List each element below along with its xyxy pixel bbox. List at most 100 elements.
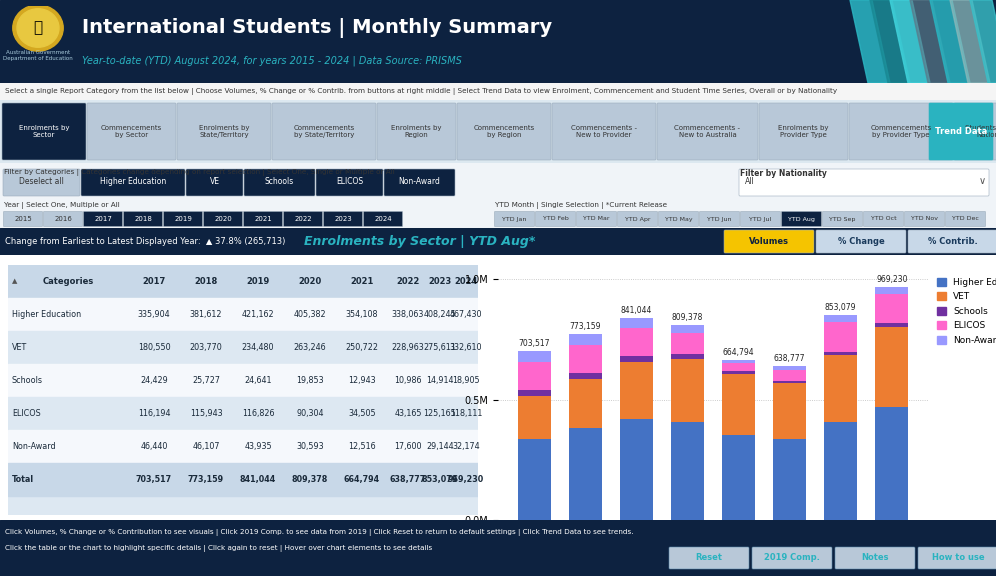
Text: YTD Oct: YTD Oct — [871, 217, 896, 222]
Text: 2024: 2024 — [454, 277, 478, 286]
Text: 2018: 2018 — [134, 216, 152, 222]
Text: 773,159: 773,159 — [188, 475, 224, 484]
Text: 30,593: 30,593 — [296, 442, 324, 451]
Text: 2016: 2016 — [54, 216, 72, 222]
Text: 2020: 2020 — [299, 277, 322, 286]
FancyBboxPatch shape — [929, 103, 993, 160]
Text: 12,516: 12,516 — [349, 442, 375, 451]
FancyBboxPatch shape — [740, 211, 781, 226]
Text: 2019: 2019 — [174, 216, 192, 222]
Text: Year | Select One, Multiple or All: Year | Select One, Multiple or All — [4, 202, 120, 209]
Bar — [518, 351, 551, 362]
Text: Notes: Notes — [862, 554, 888, 563]
Text: Filter by Categories | Categories change depending on report selection | Select : Filter by Categories | Categories change… — [4, 169, 394, 176]
Bar — [8, 265, 478, 298]
Text: 2021: 2021 — [254, 216, 272, 222]
FancyBboxPatch shape — [3, 169, 80, 196]
FancyBboxPatch shape — [4, 211, 43, 226]
Text: 116,194: 116,194 — [137, 409, 170, 418]
Text: 43,165: 43,165 — [394, 409, 421, 418]
FancyBboxPatch shape — [536, 211, 576, 226]
Bar — [569, 428, 602, 520]
Bar — [671, 332, 704, 354]
Text: Enrolments by Sector | YTD Aug*: Enrolments by Sector | YTD Aug* — [305, 235, 536, 248]
Text: YTD Nov: YTD Nov — [911, 217, 938, 222]
Text: VET: VET — [12, 343, 27, 352]
FancyBboxPatch shape — [494, 211, 535, 226]
Text: 263,246: 263,246 — [294, 343, 327, 352]
Bar — [722, 374, 755, 435]
Text: 2023: 2023 — [334, 216, 352, 222]
Text: 24,429: 24,429 — [140, 376, 168, 385]
FancyBboxPatch shape — [658, 211, 698, 226]
FancyBboxPatch shape — [954, 103, 996, 160]
Bar — [773, 366, 806, 370]
Bar — [875, 407, 908, 520]
Text: Non-Award: Non-Award — [398, 176, 440, 185]
Bar — [518, 390, 551, 396]
Text: 405,382: 405,382 — [294, 310, 327, 319]
Text: Commencements
by Provider Type: Commencements by Provider Type — [871, 125, 931, 138]
Text: 203,770: 203,770 — [189, 343, 222, 352]
Text: All: All — [745, 176, 755, 185]
FancyBboxPatch shape — [816, 230, 906, 253]
FancyBboxPatch shape — [864, 211, 903, 226]
Text: 703,517: 703,517 — [518, 339, 550, 348]
Text: 638,777: 638,777 — [389, 475, 426, 484]
FancyBboxPatch shape — [324, 211, 363, 226]
Text: 125,165: 125,165 — [423, 409, 456, 418]
FancyBboxPatch shape — [377, 103, 456, 160]
Polygon shape — [950, 0, 990, 83]
Text: YTD Aug: YTD Aug — [788, 217, 815, 222]
FancyBboxPatch shape — [457, 103, 551, 160]
FancyBboxPatch shape — [908, 230, 996, 253]
Text: YTD Feb: YTD Feb — [543, 217, 569, 222]
Text: 250,722: 250,722 — [346, 343, 378, 352]
Bar — [722, 363, 755, 372]
Text: 2017: 2017 — [142, 277, 165, 286]
FancyBboxPatch shape — [243, 211, 283, 226]
Text: 14,914: 14,914 — [426, 376, 454, 385]
Bar — [620, 356, 653, 362]
Bar — [722, 372, 755, 374]
Text: 46,107: 46,107 — [192, 442, 220, 451]
FancyBboxPatch shape — [657, 103, 758, 160]
Text: Commencements -
New to Australia: Commencements - New to Australia — [674, 125, 740, 138]
Bar — [620, 328, 653, 356]
Bar — [671, 359, 704, 422]
Text: Year-to-date (YTD) August 2024, for years 2015 - 2024 | Data Source: PRISMS: Year-to-date (YTD) August 2024, for year… — [82, 56, 462, 66]
Text: YTD Jun: YTD Jun — [707, 217, 732, 222]
FancyBboxPatch shape — [782, 211, 822, 226]
Bar — [8, 463, 478, 496]
Text: 2017: 2017 — [94, 216, 112, 222]
Text: 853,079: 853,079 — [825, 303, 857, 312]
Text: ▲: ▲ — [12, 279, 17, 285]
Text: Commencements
by State/Territory: Commencements by State/Territory — [294, 125, 355, 138]
Bar — [569, 334, 602, 345]
Bar — [671, 354, 704, 359]
Bar — [518, 439, 551, 520]
Text: Categories: Categories — [43, 277, 94, 286]
Bar — [875, 323, 908, 327]
Text: 332,610: 332,610 — [450, 343, 482, 352]
Text: YTD Jul: YTD Jul — [749, 217, 772, 222]
FancyBboxPatch shape — [918, 547, 996, 569]
Text: 24,641: 24,641 — [244, 376, 272, 385]
Bar — [824, 422, 858, 520]
Text: 19,853: 19,853 — [296, 376, 324, 385]
Text: % Change: % Change — [838, 237, 884, 246]
Text: Click the table or the chart to highlight specific details | Click again to rese: Click the table or the chart to highligh… — [5, 544, 432, 551]
Text: 32,174: 32,174 — [452, 442, 480, 451]
Text: 969,230: 969,230 — [876, 275, 907, 284]
Text: 2020: 2020 — [214, 216, 232, 222]
Circle shape — [17, 9, 59, 47]
Text: YTD Mar: YTD Mar — [584, 217, 610, 222]
Bar — [8, 430, 478, 463]
Text: 180,550: 180,550 — [137, 343, 170, 352]
Text: 773,159: 773,159 — [570, 322, 601, 331]
Text: ELICOS: ELICOS — [12, 409, 41, 418]
Polygon shape — [970, 0, 996, 83]
Text: Australian Government: Australian Government — [6, 50, 70, 55]
FancyBboxPatch shape — [177, 103, 271, 160]
Bar — [8, 298, 478, 331]
